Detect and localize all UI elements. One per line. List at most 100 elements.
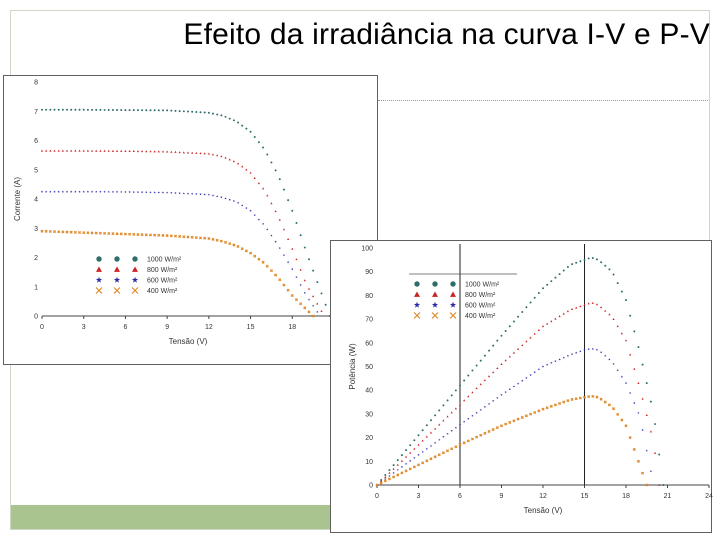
iv-chart-panel: 0 3 6 9 12 15 18 0 1 2 3 4 5 6 7 8 Tensão (V) Corrente (A… xyxy=(3,75,378,365)
data-point xyxy=(266,194,269,197)
data-point xyxy=(417,453,420,456)
legend-marker xyxy=(113,287,121,294)
data-point xyxy=(103,190,106,193)
data-point xyxy=(103,231,107,235)
data-point xyxy=(199,193,202,196)
data-point xyxy=(157,233,161,237)
data-point xyxy=(375,483,379,487)
data-point xyxy=(637,381,640,384)
data-point xyxy=(287,261,290,264)
data-point xyxy=(512,351,516,354)
data-point xyxy=(174,191,177,194)
data-point xyxy=(442,419,445,422)
x-tick-label: 18 xyxy=(622,493,630,500)
data-point xyxy=(649,400,652,403)
data-point xyxy=(508,420,512,424)
data-point xyxy=(616,369,619,372)
data-point xyxy=(61,230,65,234)
data-point xyxy=(475,435,479,439)
data-point xyxy=(620,290,623,293)
data-point xyxy=(103,149,106,152)
data-point xyxy=(454,445,458,449)
data-point xyxy=(261,260,265,264)
data-point xyxy=(257,141,260,144)
data-point xyxy=(320,309,323,312)
data-point xyxy=(232,199,235,202)
data-point xyxy=(392,475,396,479)
x-tick-label: 15 xyxy=(247,324,255,331)
data-point xyxy=(245,127,248,130)
data-point xyxy=(550,361,553,364)
data-point xyxy=(574,397,578,401)
data-point xyxy=(487,429,491,433)
data-point xyxy=(245,206,248,209)
data-point xyxy=(595,348,599,351)
data-point xyxy=(99,149,102,152)
legend-marker xyxy=(131,287,139,294)
data-point xyxy=(562,269,565,272)
data-point xyxy=(566,354,570,357)
data-point xyxy=(542,287,544,290)
x-tick-label: 3 xyxy=(417,493,421,500)
data-point xyxy=(161,191,165,194)
data-point xyxy=(467,374,470,377)
data-point xyxy=(591,347,594,350)
y-tick-label: 20 xyxy=(365,435,373,442)
data-point xyxy=(620,375,623,378)
data-point xyxy=(107,108,110,111)
data-point xyxy=(554,317,557,320)
data-point xyxy=(45,190,48,193)
data-point xyxy=(241,204,244,207)
data-point xyxy=(49,149,52,152)
data-point xyxy=(587,257,590,260)
data-point xyxy=(404,462,408,465)
data-point xyxy=(52,230,57,234)
data-point xyxy=(599,397,603,401)
data-point xyxy=(282,254,286,257)
data-point xyxy=(86,108,89,111)
legend-label: 800 W/m² xyxy=(147,267,178,274)
data-point xyxy=(417,443,420,446)
data-point xyxy=(396,463,399,466)
data-point xyxy=(558,401,562,405)
data-point xyxy=(270,202,273,205)
data-point xyxy=(178,234,182,238)
data-point xyxy=(566,310,569,313)
x-axis-label: Tensão (V) xyxy=(524,506,563,515)
data-point xyxy=(90,190,94,193)
data-point xyxy=(487,375,491,378)
data-point xyxy=(274,210,277,213)
data-point xyxy=(496,367,499,370)
data-point xyxy=(249,130,252,133)
data-point xyxy=(123,232,127,236)
data-point xyxy=(467,395,470,398)
y-tick-label: 3 xyxy=(34,226,38,233)
data-point xyxy=(553,403,557,407)
data-point xyxy=(57,149,60,152)
y-tick-label: 30 xyxy=(365,411,373,418)
data-point xyxy=(529,373,532,376)
data-point xyxy=(500,334,503,337)
slide-title: Efeito da irradiância na curva I-V e P-V xyxy=(183,18,710,51)
data-point xyxy=(203,152,206,155)
data-point xyxy=(228,158,231,161)
legend-label: 400 W/m² xyxy=(147,288,178,295)
data-point xyxy=(153,191,156,194)
legend-marker xyxy=(414,281,420,287)
data-point xyxy=(316,310,319,313)
data-point xyxy=(274,240,277,243)
data-point xyxy=(115,232,119,236)
data-point xyxy=(245,168,248,171)
data-point xyxy=(257,218,261,221)
data-point xyxy=(475,387,478,390)
data-point xyxy=(529,412,533,416)
data-point xyxy=(316,302,319,305)
data-point xyxy=(290,294,294,298)
data-point xyxy=(270,234,273,237)
data-point xyxy=(191,151,194,154)
data-point xyxy=(120,190,123,193)
data-point xyxy=(253,213,256,217)
data-point xyxy=(516,417,520,421)
data-point xyxy=(78,230,82,235)
data-point xyxy=(207,111,210,114)
